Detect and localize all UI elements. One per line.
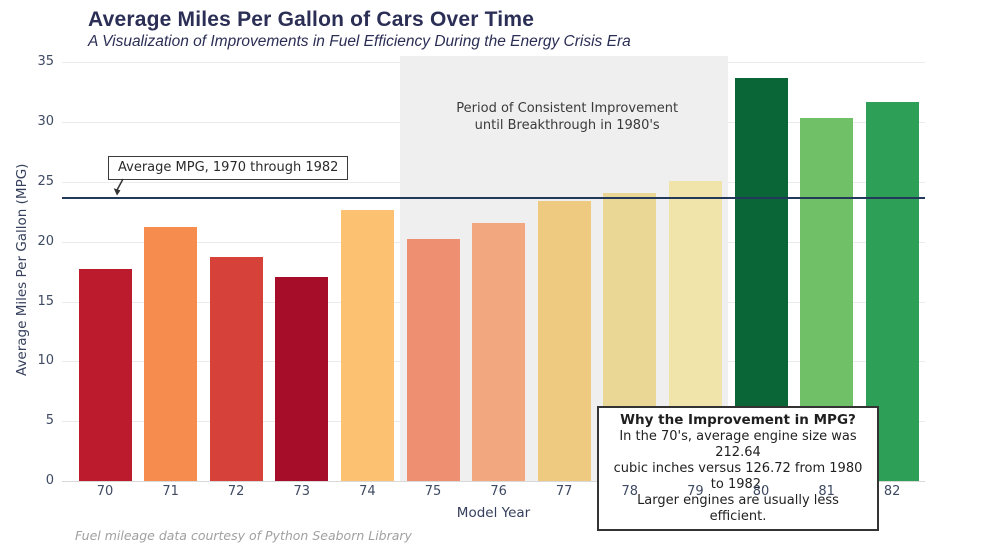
callout-body: In the 70's, average engine size was 212… [613,429,863,524]
x-tick-74: 74 [359,484,376,499]
x-tick-70: 70 [96,484,114,499]
y-tick-5: 5 [45,413,54,429]
x-axis-title: Model Year [456,505,531,521]
data-source-note: Fuel mileage data courtesy of Python Sea… [75,528,412,543]
x-tick-71: 71 [162,484,179,499]
x-tick-75: 75 [424,484,442,499]
bar-72 [209,257,263,481]
bar-71 [144,226,198,481]
bar-75 [406,238,460,481]
page-title: Average Miles Per Gallon of Cars Over Ti… [88,8,535,31]
bar-74 [340,209,394,481]
callout-title: Why the Improvement in MPG? [620,412,856,428]
x-axis-line [62,481,925,482]
y-tick-30: 30 [37,114,54,130]
y-tick-10: 10 [37,353,54,369]
average-mpg-line [62,197,925,200]
bar-76 [472,223,526,481]
x-tick-72: 72 [227,484,245,499]
x-tick-82: 82 [883,484,901,499]
y-tick-15: 15 [37,293,54,309]
y-tick-25: 25 [37,174,54,190]
bar-73 [275,276,329,481]
average-mpg-callout: Average MPG, 1970 through 1982 [108,156,349,180]
x-tick-77: 77 [555,484,573,499]
x-tick-79: 79 [687,484,704,499]
y-tick-0: 0 [45,473,54,488]
x-tick-73: 73 [293,484,311,499]
why-improvement-callout: Why the Improvement in MPG? In the 70's,… [597,406,879,531]
y-tick-20: 20 [37,233,54,249]
callout-arrow-icon [113,178,124,196]
bar-77 [537,201,591,481]
region-annotation: Period of Consistent Improvement until B… [456,101,679,133]
y-tick-35: 35 [37,54,54,70]
bar-70 [78,269,132,481]
x-tick-81: 81 [818,484,835,499]
x-tick-78: 78 [621,484,639,499]
page-subtitle: A Visualization of Improvements in Fuel … [88,33,631,50]
x-tick-80: 80 [752,484,770,499]
x-tick-76: 76 [490,484,507,499]
